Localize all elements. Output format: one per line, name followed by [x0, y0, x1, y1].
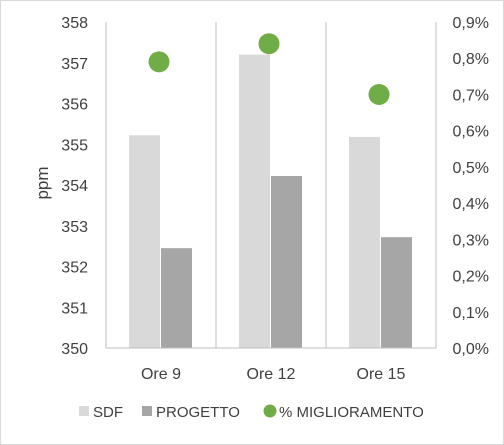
y-tick-label: 355 — [61, 137, 88, 154]
y2-tick-label: 0,6% — [453, 124, 489, 141]
y2-tick-label: 0,1% — [453, 305, 489, 322]
legend-label-miglioramento: % MIGLIORAMENTO — [279, 404, 424, 421]
legend-label-sdf: SDF — [93, 404, 123, 421]
bar-sdf-2 — [239, 54, 270, 348]
y-tick-label: 358 — [61, 15, 88, 32]
legend: SDF PROGETTO % MIGLIORAMENTO — [79, 404, 424, 421]
x-tick-label: Ore 9 — [141, 366, 181, 383]
point-miglioramento-3 — [368, 83, 390, 105]
bar-progetto-3 — [381, 237, 412, 348]
y2-tick-label: 0,0% — [453, 341, 489, 358]
y2-tick-label: 0,9% — [453, 15, 489, 32]
y-tick-label: 354 — [61, 178, 88, 195]
y-tick-label: 351 — [61, 300, 88, 317]
legend-label-progetto: PROGETTO — [156, 404, 240, 421]
bar-progetto-2 — [271, 176, 302, 348]
point-miglioramento-1 — [148, 51, 170, 73]
x-tick-label: Ore 12 — [247, 366, 296, 383]
y2-tick-label: 0,7% — [453, 87, 489, 104]
y-tick-label: 357 — [61, 56, 88, 73]
y-tick-label: 350 — [61, 341, 88, 358]
legend-swatch-miglioramento — [263, 404, 277, 418]
y-tick-label: 353 — [61, 219, 88, 236]
bar-progetto-1 — [161, 248, 192, 348]
bar-sdf-1 — [129, 135, 160, 348]
y-tick-label: 356 — [61, 97, 88, 114]
y2-tick-label: 0,2% — [453, 269, 489, 286]
y2-tick-label: 0,8% — [453, 51, 489, 68]
legend-swatch-progetto — [142, 406, 152, 416]
y2-tick-label: 0,5% — [453, 160, 489, 177]
legend-swatch-sdf — [79, 406, 89, 416]
y2-tick-label: 0,3% — [453, 232, 489, 249]
y-axis-title: ppm — [33, 166, 52, 199]
bar-sdf-3 — [349, 136, 380, 348]
point-miglioramento-2 — [258, 33, 280, 55]
y-tick-label: 352 — [61, 260, 88, 277]
x-tick-label: Ore 15 — [357, 366, 406, 383]
y2-tick-label: 0,4% — [453, 196, 489, 213]
plot-area: 350 351 352 353 354 355 356 357 358 0,0% 0,1% 0,2% 0… — [61, 15, 489, 383]
